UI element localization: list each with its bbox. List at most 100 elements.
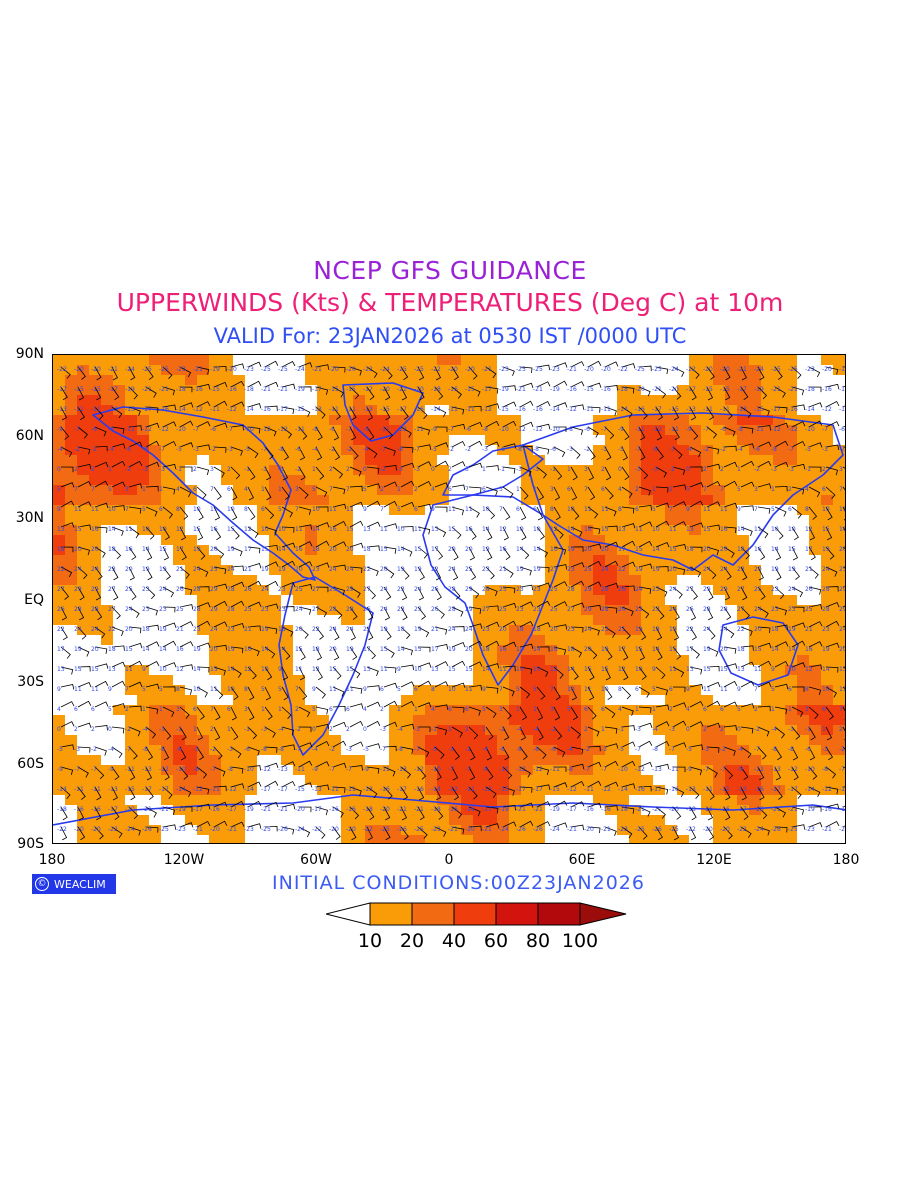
- shading-cell: [389, 805, 401, 815]
- temperature-value: 11: [584, 506, 592, 513]
- shading-cell: [617, 565, 629, 575]
- wind-barb: [519, 486, 529, 500]
- temperature-value: 29: [839, 586, 846, 593]
- shading-cell: [797, 735, 809, 745]
- shading-cell: [533, 585, 545, 595]
- wind-barb: [587, 646, 598, 660]
- shading-cell: [821, 575, 833, 585]
- shading-cell: [545, 775, 557, 785]
- temperature-value: 7: [125, 506, 129, 513]
- shading-cell: [665, 465, 677, 475]
- wind-barb: [315, 386, 329, 395]
- shading-cell: [713, 535, 725, 545]
- wind-barb: [570, 526, 583, 537]
- shading-cell: [713, 515, 725, 525]
- shading-cell: [569, 615, 581, 625]
- shading-cell: [533, 825, 545, 835]
- wind-barb: [247, 361, 262, 368]
- temperature-value: -17: [397, 406, 407, 413]
- shading-cell: [773, 415, 785, 425]
- shading-cell: [113, 835, 125, 843]
- shading-cell: [773, 635, 785, 645]
- wind-barb: [553, 402, 568, 408]
- temperature-value: 20: [125, 566, 133, 573]
- temperature-value: 0: [57, 466, 61, 473]
- shading-cell: [353, 355, 365, 365]
- shading-cell: [53, 425, 65, 435]
- shading-cell: [773, 365, 785, 375]
- wind-barb: [587, 543, 602, 550]
- shading-cell: [509, 735, 521, 745]
- shading-cell: [677, 525, 689, 535]
- temperature-value: -5: [57, 746, 63, 753]
- shading-cell: [809, 505, 821, 515]
- shading-cell: [737, 835, 749, 843]
- temperature-value: -16: [533, 406, 543, 413]
- shading-cell: [125, 425, 137, 435]
- shading-cell: [785, 655, 797, 665]
- wind-barb: [774, 506, 787, 517]
- wind-barb: [332, 426, 340, 441]
- shading-cell: [449, 735, 461, 745]
- wind-barb: [434, 644, 449, 650]
- wind-barb: [672, 466, 686, 476]
- shading-cell: [293, 575, 305, 585]
- temperature-value: 25: [210, 566, 218, 573]
- shading-cell: [293, 735, 305, 745]
- shading-cell: [809, 775, 821, 785]
- temperature-value: 15: [720, 666, 728, 673]
- temperature-value: 25: [550, 586, 558, 593]
- shading-cell: [773, 445, 785, 455]
- shading-cell: [773, 785, 785, 795]
- shading-cell: [521, 765, 533, 775]
- temperature-value: 5: [516, 686, 520, 693]
- shading-cell: [473, 715, 485, 725]
- shading-cell: [821, 695, 833, 705]
- temperature-value: 19: [397, 566, 405, 573]
- wind-barb: [655, 486, 669, 493]
- shading-cell: [773, 765, 785, 775]
- wind-barb: [332, 446, 341, 461]
- shading-cell: [173, 375, 185, 385]
- temperature-value: 1: [652, 706, 656, 713]
- wind-barb: [553, 564, 568, 570]
- wind-barb: [332, 564, 346, 571]
- shading-cell: [629, 565, 641, 575]
- shading-cell: [449, 705, 461, 715]
- wind-barb: [502, 546, 511, 561]
- shading-cell: [509, 725, 521, 735]
- wind-barb: [77, 566, 88, 580]
- shading-cell: [245, 615, 257, 625]
- wind-barb: [536, 506, 544, 521]
- temperature-value: 25: [839, 566, 846, 573]
- shading-cell: [77, 505, 89, 515]
- shading-cell: [497, 795, 509, 805]
- shading-cell: [65, 455, 77, 465]
- temperature-value: -24: [550, 826, 560, 833]
- shading-cell: [305, 585, 317, 595]
- temperature-value: 18: [397, 626, 405, 633]
- shading-cell: [845, 615, 846, 625]
- temperature-value: 15: [210, 666, 218, 673]
- shading-cell: [845, 585, 846, 595]
- shading-cell: [737, 535, 749, 545]
- wind-barb: [400, 664, 414, 671]
- shading-cell: [425, 495, 437, 505]
- shading-cell: [545, 665, 557, 675]
- shading-cell: [569, 485, 581, 495]
- shading-cell: [725, 355, 737, 365]
- wind-barb: [621, 406, 633, 419]
- temperature-value: 1: [142, 706, 146, 713]
- wind-barb: [60, 466, 74, 473]
- temperature-value: -4: [567, 746, 573, 753]
- shading-cell: [317, 375, 329, 385]
- shading-cell: [329, 455, 341, 465]
- temperature-value: -7: [227, 426, 233, 433]
- temperature-value: -18: [176, 386, 186, 393]
- temperature-value: 22: [312, 626, 320, 633]
- shading-cell: [65, 555, 77, 565]
- shading-cell: [293, 695, 305, 705]
- wind-barb: [655, 666, 666, 679]
- shading-cell: [329, 545, 341, 555]
- shading-cell: [281, 555, 293, 565]
